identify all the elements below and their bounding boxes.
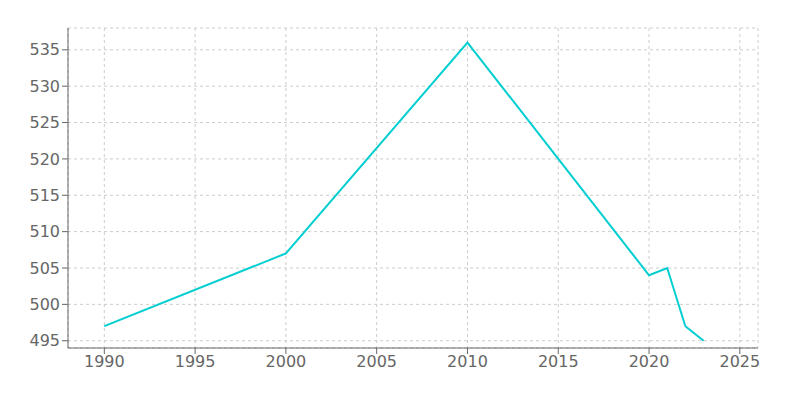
svg-text:525: 525 <box>29 113 60 132</box>
svg-text:505: 505 <box>29 259 60 278</box>
svg-text:1995: 1995 <box>175 352 216 371</box>
svg-text:2005: 2005 <box>356 352 397 371</box>
svg-text:530: 530 <box>29 77 60 96</box>
svg-text:495: 495 <box>29 331 60 350</box>
svg-text:510: 510 <box>29 222 60 241</box>
svg-text:515: 515 <box>29 186 60 205</box>
svg-text:535: 535 <box>29 40 60 59</box>
svg-text:2015: 2015 <box>538 352 579 371</box>
svg-text:2025: 2025 <box>719 352 760 371</box>
svg-text:2020: 2020 <box>629 352 670 371</box>
svg-text:1990: 1990 <box>84 352 125 371</box>
svg-text:500: 500 <box>29 295 60 314</box>
svg-text:2000: 2000 <box>266 352 307 371</box>
svg-text:520: 520 <box>29 150 60 169</box>
svg-text:2010: 2010 <box>447 352 488 371</box>
